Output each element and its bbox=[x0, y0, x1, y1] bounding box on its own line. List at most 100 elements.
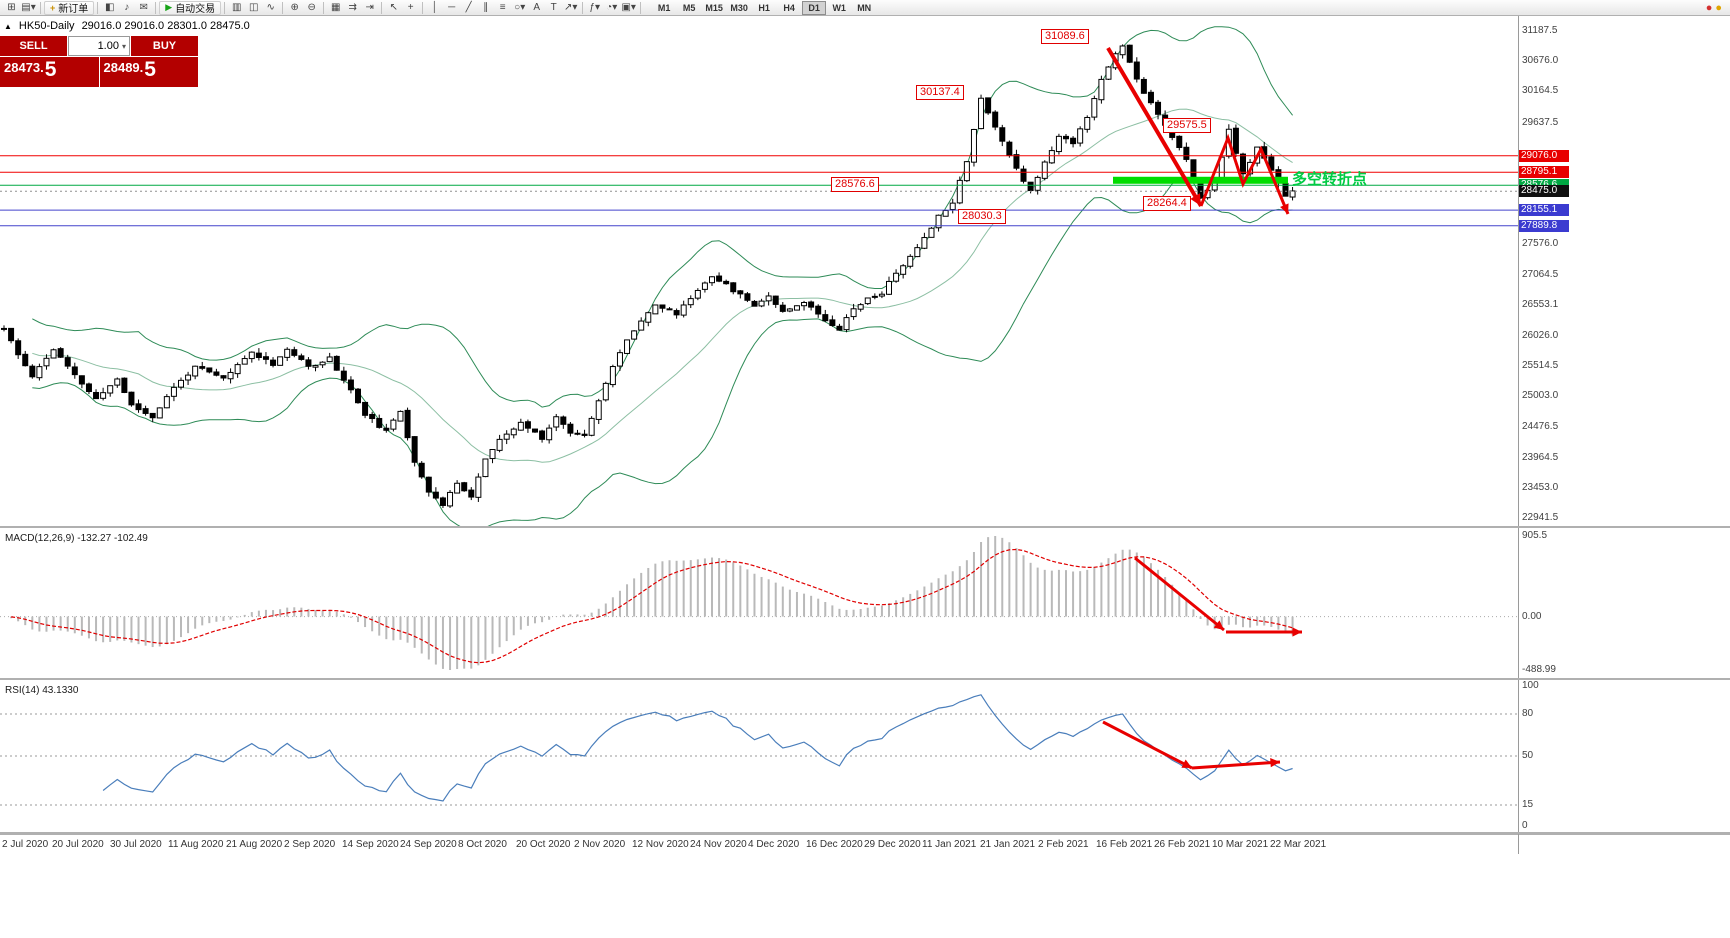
timeframe-W1[interactable]: W1 bbox=[832, 2, 846, 13]
timeframe-M30[interactable]: M30 bbox=[730, 2, 748, 13]
alerts-icon[interactable]: ♪ bbox=[124, 2, 130, 13]
trendline-icon[interactable]: ╱ bbox=[465, 2, 472, 13]
price-axis-tick: 30164.5 bbox=[1522, 85, 1559, 97]
arrows-icon[interactable]: ↗▾ bbox=[563, 2, 578, 13]
pane-divider[interactable] bbox=[0, 678, 1730, 680]
tile-windows-icon[interactable]: ▦ bbox=[330, 2, 341, 13]
bars-chart-icon[interactable]: ▥ bbox=[231, 2, 242, 13]
price-callout[interactable]: 28030.3 bbox=[958, 209, 1006, 225]
toolbar-separator bbox=[422, 1, 424, 14]
sell-button[interactable]: SELL bbox=[0, 36, 67, 56]
news-icon[interactable]: ● bbox=[1715, 1, 1722, 14]
indicators-icon[interactable]: ƒ▾ bbox=[589, 2, 600, 13]
time-axis-label: 2 Feb 2021 bbox=[1038, 839, 1089, 850]
sell-price-big-digit: 5 bbox=[44, 58, 57, 81]
buy-button[interactable]: BUY bbox=[131, 36, 198, 56]
rsi-label: RSI(14) 43.1330 bbox=[5, 685, 79, 696]
candles-chart-icon[interactable]: ◫ bbox=[248, 2, 259, 13]
vertical-line-icon[interactable]: │ bbox=[431, 2, 438, 13]
autotrade-button[interactable]: ▶ 自动交易 bbox=[159, 0, 222, 15]
time-axis-label: 10 Mar 2021 bbox=[1212, 839, 1269, 850]
new-order-icon: + bbox=[50, 2, 56, 13]
timeframe-H1[interactable]: H1 bbox=[758, 2, 770, 13]
time-axis[interactable]: 2 Jul 2020 20 Jul 2020 30 Jul 2020 11 Aug 2… bbox=[0, 834, 1730, 854]
rsi-axis-label: 15 bbox=[1522, 799, 1534, 810]
auto-scroll-icon[interactable]: ⇉ bbox=[348, 2, 357, 13]
text-icon[interactable]: A bbox=[533, 2, 541, 13]
buy-price[interactable]: 28489. 5 bbox=[99, 57, 198, 87]
chart-title: ▲ HK50-Daily 29016.0 29016.0 28301.0 284… bbox=[4, 20, 250, 32]
zoom-out-icon[interactable]: ⊖ bbox=[307, 2, 316, 13]
price-axis-badge: 28155.1 bbox=[1519, 204, 1569, 217]
volume-input[interactable]: 1.00 ▾ bbox=[68, 36, 130, 56]
timeframe-M5[interactable]: M5 bbox=[682, 2, 696, 13]
collapse-triangle-icon[interactable]: ▲ bbox=[4, 21, 12, 31]
price-axis-badge: 29076.0 bbox=[1519, 149, 1569, 162]
volume-caret-icon[interactable]: ▾ bbox=[121, 41, 126, 51]
pane-divider[interactable] bbox=[0, 526, 1730, 528]
price-axis-tick: 23453.0 bbox=[1522, 481, 1559, 493]
time-axis-label: 20 Jul 2020 bbox=[52, 839, 104, 850]
chart-profiles-icon[interactable]: ▤▾ bbox=[21, 2, 36, 13]
rsi-pane[interactable]: RSI(14) 43.1330 100 80 50 15 0 bbox=[0, 680, 1730, 832]
time-axis-label: 20 Oct 2020 bbox=[516, 839, 571, 850]
timeframe-H4[interactable]: H4 bbox=[783, 2, 795, 13]
zoom-in-icon[interactable]: ⊕ bbox=[290, 2, 299, 13]
price-callout[interactable]: 28576.6 bbox=[831, 177, 879, 193]
price-axis-badge: 28795.1 bbox=[1519, 166, 1569, 179]
mailbox-icon[interactable]: ✉ bbox=[139, 2, 148, 13]
crosshair-icon[interactable]: + bbox=[407, 2, 414, 13]
label-icon[interactable]: T bbox=[550, 2, 557, 13]
main-chart-canvas[interactable] bbox=[0, 16, 1730, 526]
metaeditor-icon[interactable]: ◧ bbox=[105, 2, 115, 13]
chart-shift-icon[interactable]: ⇥ bbox=[365, 2, 374, 13]
time-axis-label: 30 Jul 2020 bbox=[110, 839, 162, 850]
price-axis-tick: 25003.0 bbox=[1522, 390, 1559, 402]
templates-icon[interactable]: ▣▾ bbox=[621, 2, 636, 13]
price-axis-tick: 26026.0 bbox=[1522, 329, 1559, 341]
toolbar-separator bbox=[40, 1, 41, 14]
time-axis-label: 29 Dec 2020 bbox=[864, 839, 921, 850]
buy-price-big-digit: 5 bbox=[144, 58, 156, 81]
periods-icon[interactable]: ◔▾ bbox=[606, 2, 618, 13]
price-axis-tick: 24476.5 bbox=[1522, 421, 1559, 433]
cursor-icon[interactable]: ↖ bbox=[389, 2, 398, 13]
line-chart-icon[interactable]: ∿ bbox=[266, 2, 275, 13]
time-axis-label: 16 Dec 2020 bbox=[806, 839, 863, 850]
price-callout[interactable]: 30137.4 bbox=[916, 85, 964, 101]
price-callout[interactable]: 29575.5 bbox=[1163, 118, 1211, 134]
main-pane[interactable]: ▲ HK50-Daily 29016.0 29016.0 28301.0 284… bbox=[0, 16, 1730, 526]
new-order-button[interactable]: + 新订单 bbox=[44, 0, 95, 15]
fibonacci-icon[interactable]: ≡ bbox=[499, 2, 506, 13]
time-axis-label: 2 Nov 2020 bbox=[574, 839, 626, 850]
chart-ohlc-values: 29016.0 29016.0 28301.0 28475.0 bbox=[81, 20, 250, 32]
new-chart-icon[interactable]: ⊞ bbox=[7, 2, 16, 13]
toolbar-separator bbox=[640, 1, 642, 14]
price-callout[interactable]: 31089.6 bbox=[1041, 28, 1089, 44]
sell-price[interactable]: 28473. 5 bbox=[0, 57, 99, 87]
horizontal-line-icon[interactable]: ─ bbox=[448, 2, 456, 13]
time-axis-label: 14 Sep 2020 bbox=[342, 839, 399, 850]
toolbar-separator bbox=[97, 1, 99, 14]
price-callout[interactable]: 28264.4 bbox=[1143, 195, 1191, 211]
price-axis-separator bbox=[1518, 16, 1519, 854]
timeframe-M15[interactable]: M15 bbox=[705, 2, 723, 13]
autotrade-button-label: 自动交易 bbox=[175, 4, 216, 15]
timeframe-MN[interactable]: MN bbox=[857, 2, 872, 13]
time-axis-label: 26 Feb 2021 bbox=[1154, 839, 1211, 850]
time-axis-label: 21 Aug 2020 bbox=[226, 839, 283, 850]
timeframe-D1[interactable]: D1 bbox=[802, 0, 827, 15]
macd-pane[interactable]: MACD(12,26,9) -132.27 -102.49 905.5 0.00 -… bbox=[0, 528, 1730, 678]
pane-divider[interactable] bbox=[0, 832, 1730, 834]
rsi-canvas[interactable] bbox=[0, 680, 1730, 832]
price-axis-tick: 29637.5 bbox=[1522, 116, 1559, 128]
time-axis-label: 12 Nov 2020 bbox=[632, 839, 689, 850]
time-axis-label: 24 Sep 2020 bbox=[400, 839, 457, 850]
community-icon[interactable]: ● bbox=[1705, 1, 1713, 14]
timeframe-M1[interactable]: M1 bbox=[657, 2, 671, 13]
toolbar-separator bbox=[582, 1, 584, 14]
time-axis-label: 2 Jul 2020 bbox=[2, 839, 49, 850]
shapes-icon[interactable]: ○▾ bbox=[514, 2, 526, 13]
channel-icon[interactable]: ∥ bbox=[483, 2, 489, 13]
macd-canvas[interactable] bbox=[0, 528, 1730, 678]
